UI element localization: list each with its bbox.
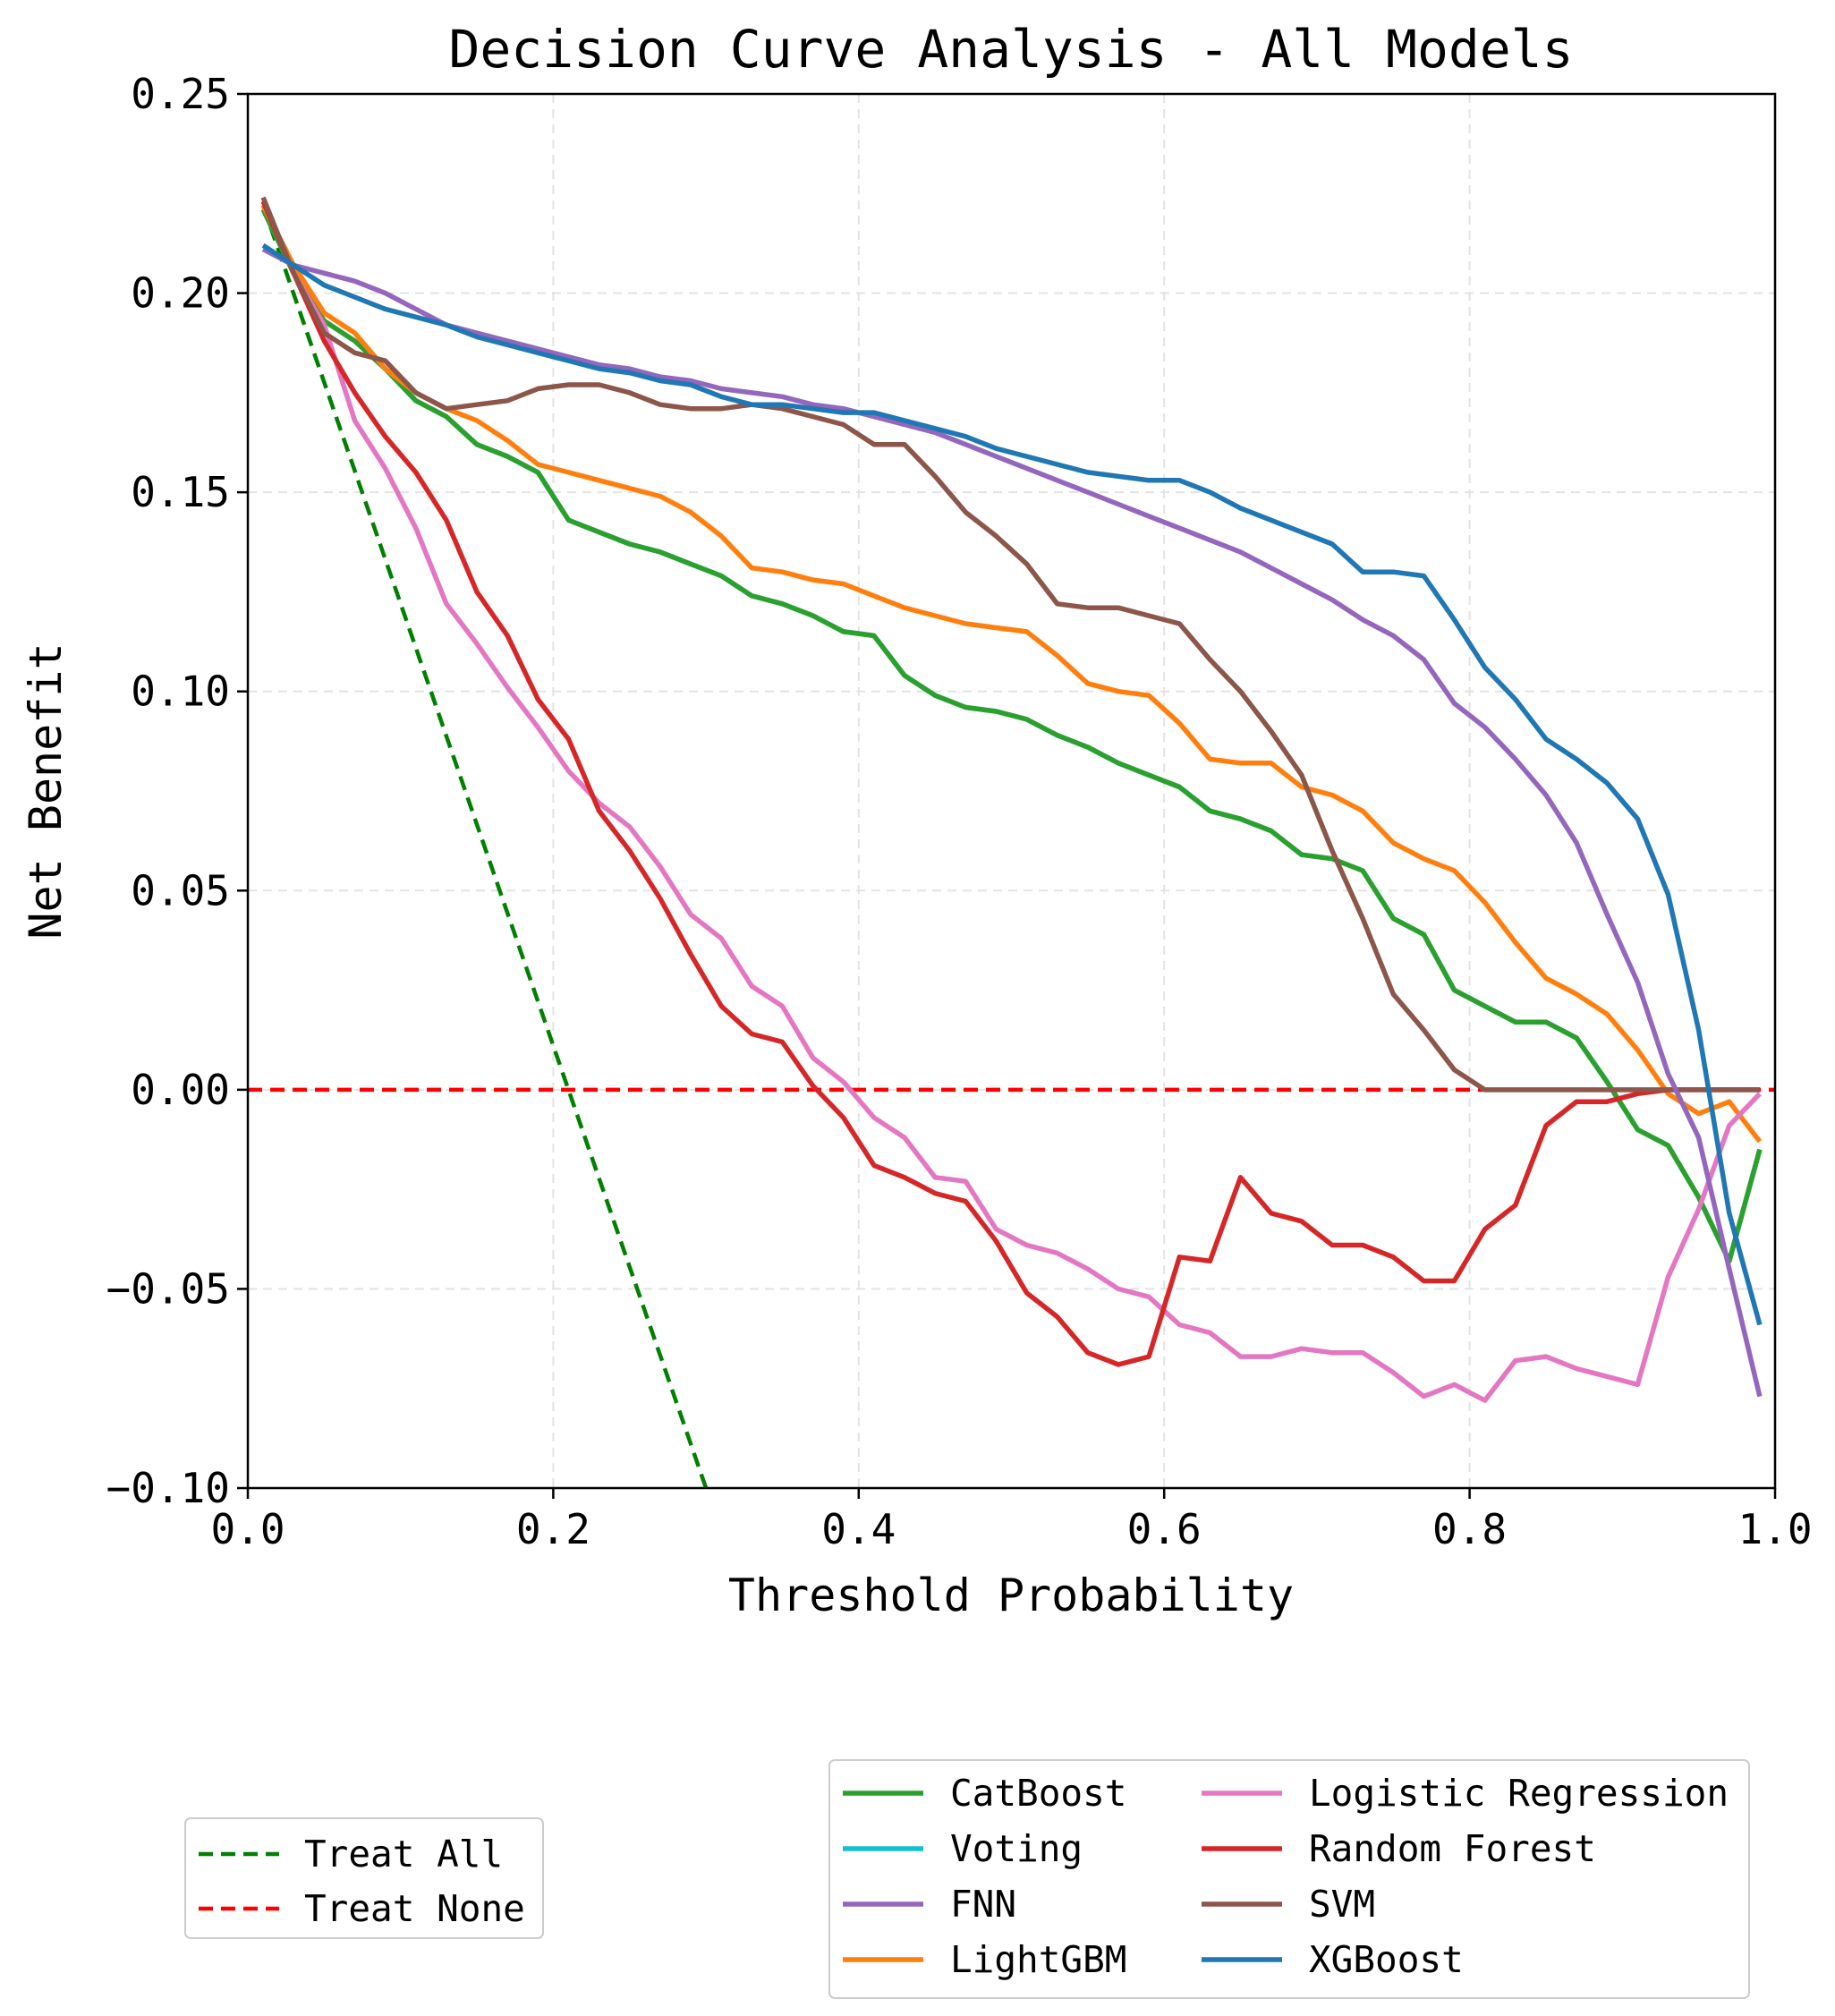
legend-label-fnn: FNN xyxy=(950,1883,1016,1926)
y-tick-label: 0.10 xyxy=(131,668,230,716)
legend-label-treat-all: Treat All xyxy=(304,1833,503,1876)
y-axis-label: Net Benefit xyxy=(20,642,72,939)
legend-label-logistic-regression: Logistic Regression xyxy=(1309,1772,1729,1815)
y-tick-label: −0.10 xyxy=(106,1464,230,1512)
y-tick-label: 0.15 xyxy=(131,468,230,516)
y-tick-label: −0.05 xyxy=(106,1264,230,1313)
legend-label-svm: SVM xyxy=(1309,1883,1375,1926)
y-tick-label: 0.25 xyxy=(131,70,230,118)
legend-label-lightgbm: LightGBM xyxy=(950,1938,1126,1981)
series-line-catboost xyxy=(260,208,1763,1264)
legend-label-xgboost: XGBoost xyxy=(1309,1938,1464,1981)
x-tick-label: 0.6 xyxy=(1127,1505,1202,1553)
series-line-treat-all xyxy=(260,204,709,1488)
y-axis-ticks: 0.25 0.20 0.15 0.10 0.05 0.00 −0.05 −0.10 xyxy=(106,70,248,1512)
x-axis-ticks: 0.0 0.2 0.4 0.6 0.8 1.0 xyxy=(210,1488,1813,1553)
legend-models-frame xyxy=(828,1759,1750,1999)
x-tick-label: 0.2 xyxy=(516,1505,590,1553)
legend-label-catboost: CatBoost xyxy=(950,1772,1126,1815)
series-line-fnn xyxy=(261,247,1763,1398)
y-tick-label: 0.05 xyxy=(131,866,230,914)
y-tick-label: 0.00 xyxy=(131,1066,230,1114)
series-line-svm xyxy=(260,196,1760,1093)
legend-reference: Treat All Treat None xyxy=(184,1817,544,1939)
legend-models: CatBoost Voting FNN LightGBM Logistic Regres… xyxy=(828,1759,1750,1999)
series-line-lightgbm xyxy=(260,204,1763,1144)
x-axis-label: Threshold Probability xyxy=(728,1569,1294,1621)
y-tick-label: 0.20 xyxy=(131,269,230,318)
chart-title: Decision Curve Analysis - All Models xyxy=(448,19,1573,80)
plot-area-frame xyxy=(246,92,1777,1490)
legend-label-treat-none: Treat None xyxy=(304,1887,525,1930)
series-line-logistic-regression xyxy=(260,200,1762,1403)
series-lines xyxy=(260,196,1763,1488)
series-line-random-forest xyxy=(260,200,1760,1367)
legend-label-random-forest: Random Forest xyxy=(1309,1827,1596,1870)
x-tick-label: 0.0 xyxy=(210,1505,285,1553)
x-tick-label: 0.8 xyxy=(1432,1505,1507,1553)
x-tick-label: 0.4 xyxy=(821,1505,896,1553)
series-line-xgboost xyxy=(261,242,1763,1326)
legend-label-voting: Voting xyxy=(950,1827,1083,1870)
x-tick-label: 1.0 xyxy=(1737,1505,1812,1553)
